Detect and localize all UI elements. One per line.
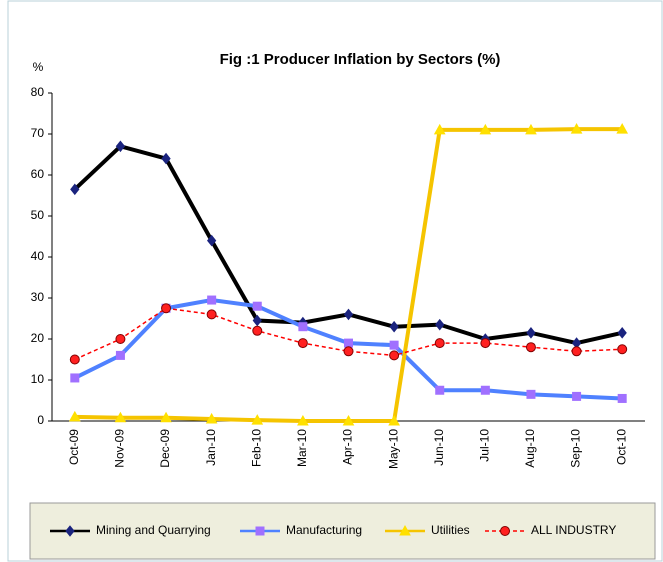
marker <box>206 309 217 320</box>
marker <box>252 325 263 336</box>
legend-label: Manufacturing <box>286 523 362 537</box>
marker <box>526 389 536 399</box>
marker <box>617 393 627 403</box>
marker <box>115 334 126 344</box>
y-tick-label: 0 <box>37 413 44 427</box>
x-tick-label: Feb-10 <box>249 429 263 467</box>
marker <box>252 301 262 311</box>
marker <box>343 308 354 321</box>
marker <box>571 346 582 357</box>
marker <box>480 385 490 395</box>
x-tick-label: Sep-10 <box>569 429 583 468</box>
marker <box>115 350 125 360</box>
y-tick-label: 80 <box>31 85 45 99</box>
legend-marker <box>500 526 510 536</box>
marker <box>207 234 217 247</box>
y-tick-label: 40 <box>31 249 45 263</box>
marker <box>389 320 399 333</box>
chart-frame <box>7 0 663 562</box>
x-tick-label: Oct-09 <box>67 429 81 465</box>
marker <box>252 314 262 327</box>
x-tick-label: May-10 <box>386 429 400 469</box>
marker <box>342 414 355 426</box>
marker <box>68 410 81 422</box>
legend <box>29 502 656 560</box>
x-tick-label: Dec-09 <box>158 429 172 468</box>
x-tick-label: Jul-10 <box>478 429 492 462</box>
marker <box>389 340 399 350</box>
marker <box>526 327 536 339</box>
marker <box>479 123 492 135</box>
marker <box>617 344 628 355</box>
marker <box>525 342 536 353</box>
marker <box>297 338 308 349</box>
marker <box>616 123 629 134</box>
legend-label: Mining and Quarrying <box>96 523 211 537</box>
marker <box>480 338 491 349</box>
marker <box>161 303 172 314</box>
marker <box>572 391 582 401</box>
y-axis-label: % <box>33 60 44 74</box>
x-tick-label: Jan-10 <box>204 429 218 466</box>
marker <box>389 350 400 361</box>
marker <box>70 183 80 196</box>
marker <box>207 295 217 305</box>
legend-marker <box>65 525 75 537</box>
y-tick-label: 50 <box>31 208 45 222</box>
marker <box>160 411 172 423</box>
y-tick-label: 60 <box>31 167 45 181</box>
x-tick-label: Oct-10 <box>614 429 628 465</box>
marker <box>343 346 354 357</box>
marker <box>114 411 127 423</box>
y-tick-label: 30 <box>31 290 45 304</box>
x-tick-label: Mar-10 <box>295 429 309 467</box>
legend-label: ALL INDUSTRY <box>531 523 616 537</box>
legend-label: Utilities <box>431 523 470 537</box>
y-tick-label: 10 <box>31 372 45 386</box>
marker <box>297 414 309 426</box>
x-tick-label: Aug-10 <box>523 429 537 468</box>
x-tick-label: Nov-09 <box>113 429 127 468</box>
marker <box>388 414 400 426</box>
marker <box>298 322 308 332</box>
chart-title: Fig :1 Producer Inflation by Sectors (%) <box>220 51 501 68</box>
y-tick-label: 20 <box>31 331 45 345</box>
marker <box>433 123 446 135</box>
marker <box>70 373 80 383</box>
legend-marker <box>399 524 411 536</box>
marker <box>251 414 264 425</box>
marker <box>434 338 445 349</box>
x-tick-label: Apr-10 <box>341 429 355 465</box>
marker <box>435 318 445 331</box>
marker <box>435 385 445 395</box>
marker <box>525 123 537 135</box>
marker <box>570 123 583 134</box>
marker <box>205 412 218 424</box>
legend-marker <box>255 526 265 536</box>
y-tick-label: 70 <box>31 126 45 140</box>
marker <box>617 327 627 339</box>
marker <box>115 140 126 153</box>
marker <box>344 338 353 348</box>
marker <box>161 152 171 165</box>
x-tick-label: Jun-10 <box>432 429 446 466</box>
marker <box>69 354 80 365</box>
